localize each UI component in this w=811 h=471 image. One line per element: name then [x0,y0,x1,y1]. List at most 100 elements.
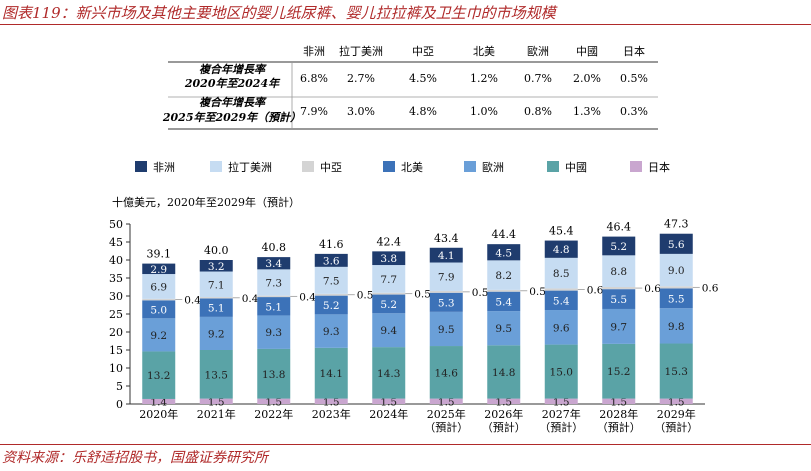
bar-segment [659,308,693,344]
bar-segment [487,311,521,346]
table-column-header: 非洲 [303,45,325,58]
data-label: 1.5 [323,396,340,408]
bar-segment [602,343,636,399]
bar-segment [659,343,693,399]
bar-segment [199,260,233,272]
data-label: 13.8 [262,369,285,381]
bar-segment [257,348,291,399]
y-tick-label: 5 [116,380,123,393]
bar-segment [199,297,233,299]
data-label: 0.5 [414,289,431,301]
bar-segment [487,289,521,292]
table-cell: 1.0% [470,105,498,118]
bar-segment [487,398,521,404]
data-label: 0.5 [472,287,489,299]
x-tick-label: 2027年 [542,407,581,421]
source-divider [0,444,811,445]
table-cell: 0.5% [620,72,648,85]
bar-segment [372,251,406,266]
x-tick-sublabel: （預計） [539,420,583,434]
legend-label: 中亞 [320,161,342,174]
x-tick-label: 2021年 [197,407,236,421]
total-label: 44.4 [492,228,517,241]
bar-segment [544,344,578,399]
data-label: 7.3 [265,278,282,290]
data-label: 8.8 [610,266,627,278]
table-cell: 2.0% [573,72,601,85]
bar-segment [602,287,636,290]
data-label: 1.5 [668,396,685,408]
data-label: 1.5 [265,396,282,408]
legend-swatch [630,161,642,172]
x-tick-sublabel: （預計） [424,420,468,434]
table-row-label-period: 2020年至2024年 [184,77,281,90]
data-label: 5.2 [610,241,627,253]
y-tick-label: 30 [109,290,123,303]
table-column-header: 歐洲 [527,44,549,58]
data-label: 5.6 [668,239,685,251]
x-tick-label: 2029年 [657,407,696,421]
bar-segment [602,308,636,344]
bar-segment [142,300,176,319]
bar-segment [429,290,463,293]
data-label: 5.2 [380,299,397,311]
legend-swatch [210,161,222,172]
bar-segment [602,398,636,404]
bar-segment [142,298,176,301]
data-label: 14.3 [377,368,400,380]
bar-segment [372,265,406,293]
data-label: 5.4 [495,296,512,308]
x-tick-sublabel: （預計） [597,420,641,434]
bar-segment [544,257,578,289]
table-column-header: 中國 [576,45,598,58]
data-label: 14.6 [435,367,459,379]
y-tick-label: 35 [109,272,123,285]
bar-segment [602,236,636,256]
data-label: 7.7 [380,274,397,286]
legend-swatch [547,161,559,172]
bar-segment [199,271,233,298]
bar-segment [372,347,406,399]
legend-label: 日本 [648,160,670,174]
bar-segment [314,398,348,404]
x-tick-label: 2023年 [312,407,351,421]
bar-segment [544,288,578,291]
bar-segment [257,315,291,349]
table-cell: 4.5% [409,72,437,85]
data-label: 3.8 [380,253,397,265]
y-tick-label: 40 [109,254,123,267]
bar-segment [544,290,578,311]
bar-segment [659,398,693,404]
data-label: 14.8 [492,367,515,379]
legend-swatch [135,161,147,172]
table-cell: 4.8% [409,105,437,118]
data-label: 4.1 [438,250,455,262]
data-label: 9.3 [323,326,340,338]
bar-segment [372,398,406,404]
bar-segment [487,260,521,290]
bar-segment [429,262,463,291]
bar-segment [257,297,291,316]
data-label: 0.5 [529,286,546,298]
bar-segment [372,313,406,348]
legend-swatch [464,161,476,172]
bar-segment [314,266,348,294]
y-tick-label: 0 [116,398,123,411]
table-column-header: 中亞 [412,45,434,58]
bar-segment [544,310,578,345]
data-label: 9.6 [553,322,570,334]
y-tick-label: 15 [109,344,123,357]
data-label: 9.5 [495,323,512,335]
table-cell: 7.9% [300,105,328,118]
data-label: 9.2 [208,328,225,340]
data-label: 0.4 [299,291,316,303]
data-label: 1.5 [438,396,455,408]
bar-segment [142,351,176,399]
title-divider [0,24,811,25]
data-label: 9.2 [150,330,167,342]
y-tick-label: 50 [109,218,123,231]
table-cell: 0.3% [620,105,648,118]
data-label: 1.5 [553,396,570,408]
total-label: 46.4 [607,221,632,234]
bar-segment [602,255,636,287]
